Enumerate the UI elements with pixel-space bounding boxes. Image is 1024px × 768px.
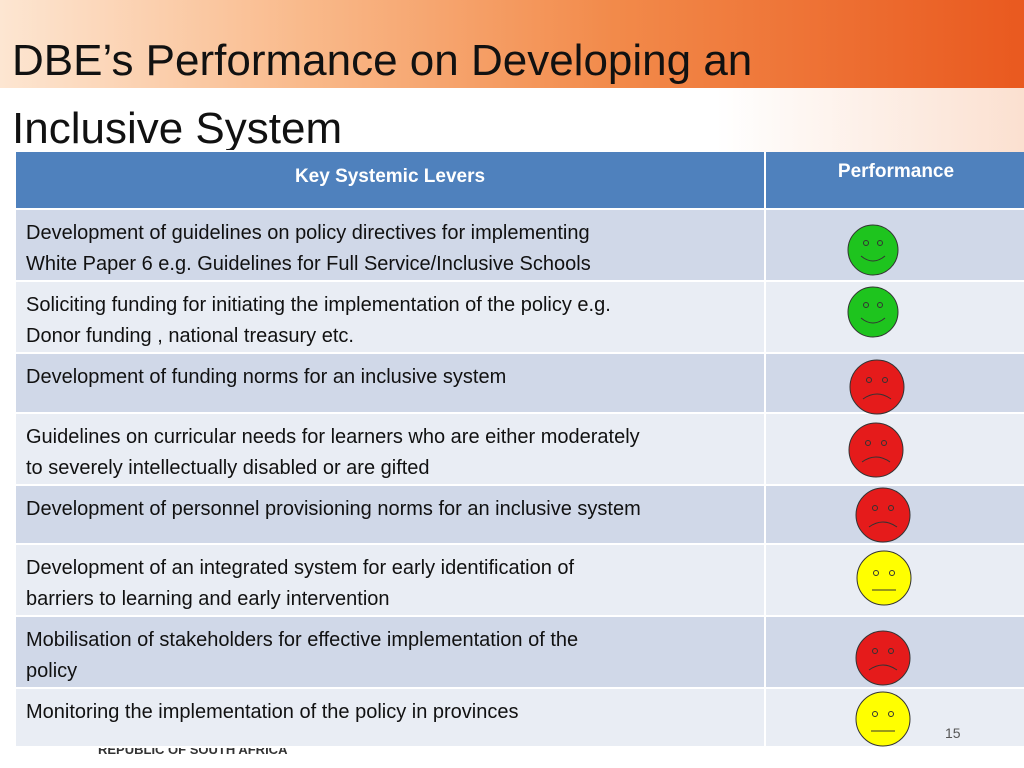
performance-cell bbox=[768, 545, 1024, 615]
lever-text: to severely intellectually disabled or a… bbox=[26, 457, 430, 479]
table-row: Development of an integrated system for … bbox=[16, 545, 1024, 617]
lever-text: Soliciting funding for initiating the im… bbox=[26, 294, 611, 316]
header-band bbox=[0, 88, 1024, 152]
lever-text: barriers to learning and early intervent… bbox=[26, 588, 390, 610]
lever-text: White Paper 6 e.g. Guidelines for Full S… bbox=[26, 253, 591, 275]
lever-cell: Soliciting funding for initiating the im… bbox=[16, 282, 766, 352]
header-row: Key Systemic Levers Performance bbox=[16, 152, 1024, 210]
title: Inclusive System bbox=[12, 104, 343, 150]
lever-cell: Development of personnel provisioning no… bbox=[16, 486, 766, 543]
table-row: Mobilisation of stakeholders for effecti… bbox=[16, 617, 1024, 689]
performance-cell bbox=[768, 210, 1024, 280]
table-row: Soliciting funding for initiating the im… bbox=[16, 282, 1024, 354]
lever-text: Mobilisation of stakeholders for effecti… bbox=[26, 629, 579, 651]
lever-cell: Monitoring the implementation of the pol… bbox=[16, 689, 766, 746]
table-row: Development of guidelines on policy dire… bbox=[16, 210, 1024, 282]
lever-cell: Development of an integrated system for … bbox=[16, 545, 766, 615]
lever-text: Guidelines on curricular needs for learn… bbox=[26, 426, 640, 448]
lever-cell: Development of guidelines on policy dire… bbox=[16, 210, 766, 280]
performance-cell bbox=[768, 282, 1024, 352]
header-cell: Performance bbox=[837, 161, 955, 182]
lever-text: Development of personnel provisioning no… bbox=[26, 498, 641, 520]
performance-cell bbox=[768, 354, 1024, 412]
lever-cell: Guidelines on curricular needs for learn… bbox=[16, 414, 766, 484]
lever-cell: Mobilisation of stakeholders for effecti… bbox=[16, 617, 766, 687]
header-cell: Key Systemic Levers bbox=[16, 152, 766, 208]
table-row: Development of personnel provisioning no… bbox=[16, 486, 1024, 545]
table-row: Guidelines on curricular needs for learn… bbox=[16, 414, 1024, 486]
lever-text: Development of an integrated system for … bbox=[26, 557, 575, 579]
lever-text: Donor funding , national treasury etc. bbox=[26, 325, 354, 347]
page-number: 15 bbox=[945, 725, 961, 741]
lever-text: policy bbox=[26, 660, 78, 682]
lever-text: Development of funding norms for an incl… bbox=[26, 366, 507, 388]
lever-text: Development of guidelines on policy dire… bbox=[26, 222, 590, 244]
lever-cell: Development of funding norms for an incl… bbox=[16, 354, 766, 412]
table-row: Monitoring the implementation of the pol… bbox=[16, 689, 1024, 748]
table-row: Development of funding norms for an incl… bbox=[16, 354, 1024, 414]
lever-text: Monitoring the implementation of the pol… bbox=[26, 701, 519, 723]
performance-cell bbox=[768, 617, 1024, 687]
performance-cell bbox=[768, 486, 1024, 543]
performance-cell bbox=[768, 689, 1024, 746]
title: DBE’s Performance on Developing an bbox=[12, 36, 753, 85]
performance-cell bbox=[768, 414, 1024, 484]
